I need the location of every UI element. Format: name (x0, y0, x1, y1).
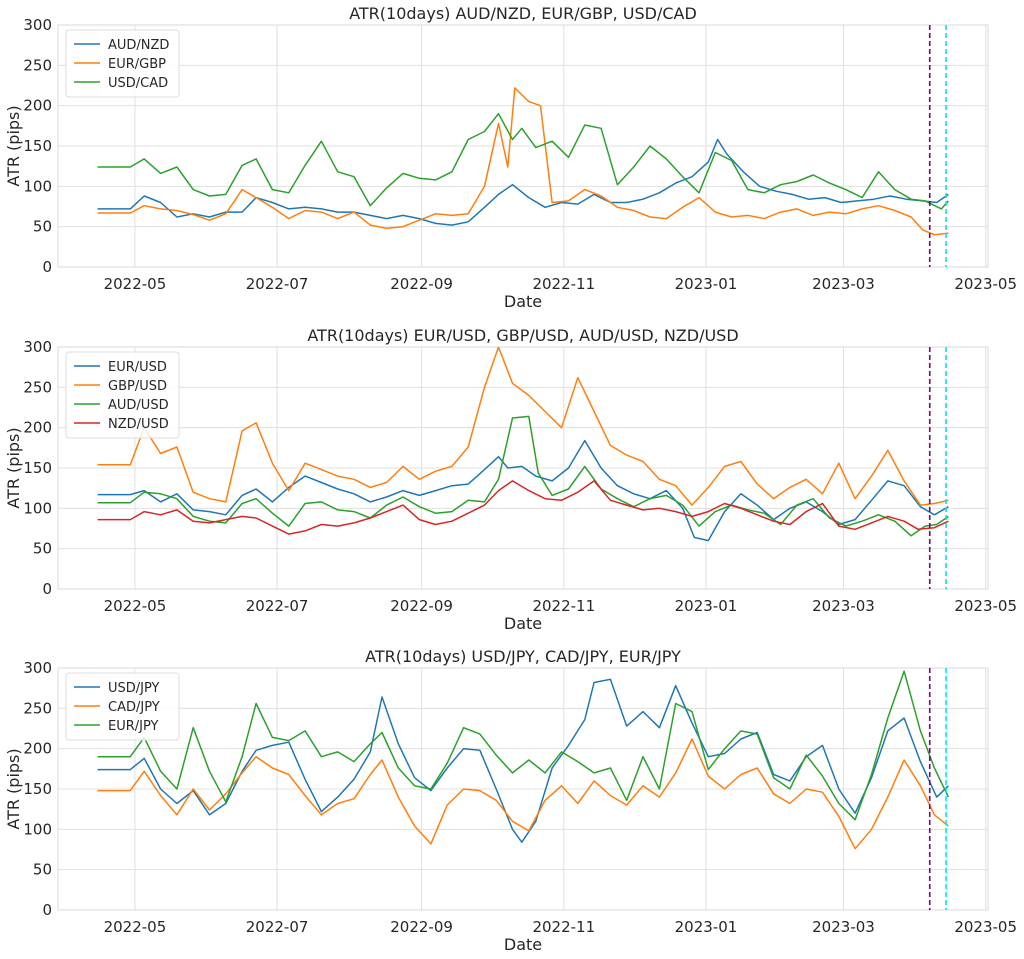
series-line-cad-jpy (97, 738, 949, 850)
series-line-aud-usd (97, 415, 949, 537)
y-tick-label: 150 (23, 137, 52, 155)
series-line-usd-jpy (97, 678, 949, 843)
legend-label: USD/CAD (108, 76, 168, 91)
x-tick-label: 2023-05 (954, 597, 1017, 615)
series-line-eur-jpy (97, 670, 950, 821)
legend-label: CAD/JPY (108, 700, 160, 715)
x-tick-label: 2023-03 (812, 597, 875, 615)
chart-panel-1: 0 50 100 150 200 250 300 2022-05 2022-07 2022-09 2… (4, 4, 1017, 311)
legend: AUD/NZD EUR/GBP USD/CAD (65, 29, 180, 98)
y-axis-label: ATR (pips) (4, 105, 23, 186)
legend: EUR/USD GBP/USD AUD/USD NZD/USD (65, 351, 180, 439)
chart-panel-3: 0 50 100 150 200 250 300 2022-05 2022-07 2022-09 2… (4, 647, 1017, 954)
series-line-usd-cad (97, 112, 949, 210)
x-tick-label: 2022-09 (390, 597, 453, 615)
x-tick-label: 2022-05 (104, 275, 167, 293)
y-tick-label: 250 (23, 56, 52, 74)
chart-title: ATR(10days) EUR/USD, GBP/USD, AUD/USD, N… (307, 326, 738, 345)
y-tick-label: 250 (23, 699, 52, 717)
y-tick-label: 200 (23, 97, 52, 115)
y-tick-label: 50 (33, 540, 52, 558)
y-tick-label: 300 (23, 16, 52, 34)
series-line-aud-nzd (97, 138, 949, 226)
chart-title: ATR(10days) AUD/NZD, EUR/GBP, USD/CAD (349, 4, 697, 23)
x-tick-label: 2022-05 (104, 597, 167, 615)
x-tick-label: 2022-07 (246, 597, 309, 615)
x-tick-label: 2023-03 (812, 918, 875, 936)
y-tick-label: 200 (23, 419, 52, 437)
x-tick-label: 2022-09 (390, 275, 453, 293)
legend-box (65, 29, 180, 98)
legend-label: EUR/GBP (108, 57, 166, 72)
x-tick-label: 2022-09 (390, 918, 453, 936)
x-tick-label: 2023-01 (675, 275, 738, 293)
y-tick-label: 150 (23, 780, 52, 798)
y-tick-label: 0 (42, 901, 52, 919)
y-tick-label: 200 (23, 740, 52, 758)
legend-label: EUR/JPY (108, 719, 159, 734)
legend-box (65, 351, 180, 439)
chart-title: ATR(10days) USD/JPY, CAD/JPY, EUR/JPY (365, 647, 681, 666)
series-line-eur-gbp (97, 87, 949, 236)
y-axis-label: ATR (pips) (4, 748, 23, 829)
x-tick-label: 2022-11 (532, 918, 595, 936)
x-tick-label: 2023-05 (954, 275, 1017, 293)
legend-label: NZD/USD (108, 417, 169, 432)
y-tick-label: 150 (23, 459, 52, 477)
legend: USD/JPY CAD/JPY EUR/JPY (65, 672, 180, 741)
y-tick-label: 0 (42, 258, 52, 276)
legend-label: GBP/USD (108, 379, 167, 394)
x-tick-label: 2023-05 (954, 918, 1017, 936)
x-tick-label: 2022-05 (104, 918, 167, 936)
x-axis-label: Date (504, 292, 542, 311)
y-tick-label: 100 (23, 499, 52, 517)
y-axis-label: ATR (pips) (4, 427, 23, 508)
series-line-gbp-usd (97, 347, 949, 506)
legend-label: AUD/USD (108, 398, 169, 413)
x-tick-label: 2022-07 (246, 275, 309, 293)
y-tick-label: 100 (23, 177, 52, 195)
y-tick-label: 50 (33, 218, 52, 236)
x-tick-label: 2023-01 (675, 597, 738, 615)
y-tick-label: 0 (42, 580, 52, 598)
x-tick-label: 2022-11 (532, 597, 595, 615)
y-tick-label: 250 (23, 378, 52, 396)
x-tick-label: 2023-01 (675, 918, 738, 936)
axes-frame (57, 346, 989, 590)
legend-label: USD/JPY (108, 681, 160, 696)
x-tick-label: 2022-11 (532, 275, 595, 293)
y-tick-label: 300 (23, 338, 52, 356)
series-line-nzd-usd (97, 480, 949, 535)
y-tick-label: 50 (33, 861, 52, 879)
x-axis-label: Date (504, 614, 542, 633)
y-tick-label: 300 (23, 659, 52, 677)
chart-panel-2: 0 50 100 150 200 250 300 2022-05 2022-07 2022-09 2… (4, 326, 1017, 633)
x-tick-label: 2023-03 (812, 275, 875, 293)
x-tick-label: 2022-07 (246, 918, 309, 936)
y-tick-label: 100 (23, 820, 52, 838)
axes-frame (57, 667, 989, 911)
axes-frame (57, 24, 989, 268)
series-line-eur-usd (97, 439, 949, 542)
legend-box (65, 672, 180, 741)
legend-label: EUR/USD (108, 360, 167, 375)
legend-label: AUD/NZD (108, 38, 169, 53)
x-axis-label: Date (504, 935, 542, 954)
